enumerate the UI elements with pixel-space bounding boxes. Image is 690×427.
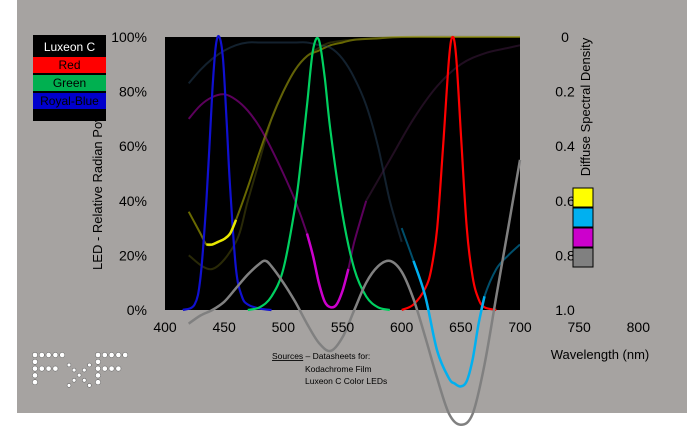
sources-note-line: Sources – Datasheets for:	[272, 351, 370, 361]
logo-dot	[95, 365, 101, 372]
logo-dot	[108, 352, 115, 358]
y-left-tick-label: 60%	[119, 138, 147, 154]
logo-dot	[45, 352, 52, 358]
logo-dot	[95, 352, 101, 358]
legend-swatch-royal-blue	[33, 93, 106, 109]
logo-dot	[87, 362, 92, 368]
y-right-tick-label: 0	[561, 29, 569, 45]
note-layer: Sources – Datasheets for: Kodachrome Film…	[272, 351, 387, 386]
y-left-tick-label: 20%	[119, 247, 147, 263]
logo-dot	[32, 358, 38, 365]
sources-line: Kodachrome Film	[305, 364, 372, 374]
x-tick-label: 450	[212, 319, 236, 335]
y-left-axis-title: LED - Relative Radian Power (%)	[90, 77, 105, 270]
sources-line: Luxeon C Color LEDs	[305, 376, 387, 386]
logo-dot	[66, 383, 72, 388]
logo-dot	[115, 352, 122, 358]
logo-dot	[95, 379, 101, 386]
y-right-tick-label: 1.0	[555, 302, 575, 318]
logo-dot	[32, 365, 38, 372]
emphasized-curves	[182, 34, 522, 426]
density-curve-6	[187, 159, 522, 426]
logo-dot	[108, 365, 115, 372]
density-curve-3	[206, 219, 238, 246]
y-right-tick-label: 0.8	[555, 247, 575, 263]
legend-label: Red	[58, 58, 80, 72]
x-tick-label: 750	[567, 319, 591, 335]
sources-separator: – Datasheets for:	[303, 351, 370, 361]
legend-label: Royal-Blue	[40, 94, 99, 108]
y-left-tick-label: 0%	[127, 302, 147, 318]
led-curve-1	[247, 36, 391, 312]
density-curve-dim-9	[365, 44, 520, 202]
density-swatch-3	[572, 247, 594, 268]
y-left-tick-label: 40%	[119, 193, 147, 209]
x-tick-label: 550	[331, 319, 355, 335]
x-tick-label: 800	[627, 319, 651, 335]
legend-label: Green	[53, 76, 86, 90]
plot-area	[165, 37, 520, 310]
logo-dot	[115, 365, 122, 372]
density-swatch-1	[572, 207, 594, 228]
y-left-tick-label: 80%	[119, 84, 147, 100]
logo-dot	[52, 365, 59, 372]
density-curve-dim-8	[188, 35, 520, 271]
x-tick-label: 700	[508, 319, 532, 335]
led-curve-0	[182, 34, 272, 312]
sources-heading: Sources	[272, 351, 303, 361]
density-curve-4	[412, 260, 486, 388]
logo-dot	[101, 365, 108, 372]
logo-dot	[122, 352, 129, 358]
y-right-tick-label: 0.6	[555, 193, 575, 209]
logo-dot	[71, 378, 77, 383]
logo-dot	[87, 383, 92, 388]
logo-dot	[77, 373, 82, 378]
logo-dot	[32, 379, 38, 386]
y-left-tick-label: 100%	[111, 29, 147, 45]
logo-dot	[38, 365, 45, 372]
density-curve-dim-7	[187, 41, 403, 243]
logo-dot	[82, 378, 87, 383]
logo-dot	[95, 372, 101, 379]
x-axis-title: Wavelength (nm)	[551, 347, 650, 362]
logo-dot	[95, 358, 101, 365]
logo-dot	[45, 365, 52, 372]
logo-dot	[71, 367, 77, 373]
fxf-logo	[32, 352, 129, 388]
logo-dot	[66, 362, 72, 368]
x-tick-label: 400	[153, 319, 177, 335]
y-right-tick-label: 0.2	[555, 84, 575, 100]
x-tick-label: 500	[272, 319, 296, 335]
logo-dot	[59, 352, 66, 358]
density-curve-5	[305, 233, 350, 309]
legend-title: Luxeon C	[44, 40, 96, 54]
axes-layer: 400 450 500 550 600 650 700 750 800 100% 80% 60% 40%…	[90, 29, 650, 362]
legend-layer: Luxeon C Red Green Royal-Blue	[33, 35, 594, 268]
y-right-tick-label: 0.4	[555, 138, 575, 154]
logo-dot	[101, 352, 108, 358]
x-tick-label: 600	[390, 319, 414, 335]
logo-dot	[82, 367, 87, 373]
density-swatch-0	[572, 187, 594, 208]
y-right-axis-title: Diffuse Spectral Density	[578, 37, 593, 176]
logo-dot	[38, 352, 45, 358]
led-curve-2	[401, 35, 497, 312]
legend-swatch-green	[33, 75, 106, 91]
logo-dot	[32, 352, 38, 358]
density-swatch-2	[572, 227, 594, 248]
plot-layer	[165, 34, 522, 426]
logo-dot	[52, 352, 59, 358]
logo-dot	[32, 372, 38, 379]
x-tick-label: 650	[449, 319, 473, 335]
legend-swatch-red	[33, 57, 106, 73]
